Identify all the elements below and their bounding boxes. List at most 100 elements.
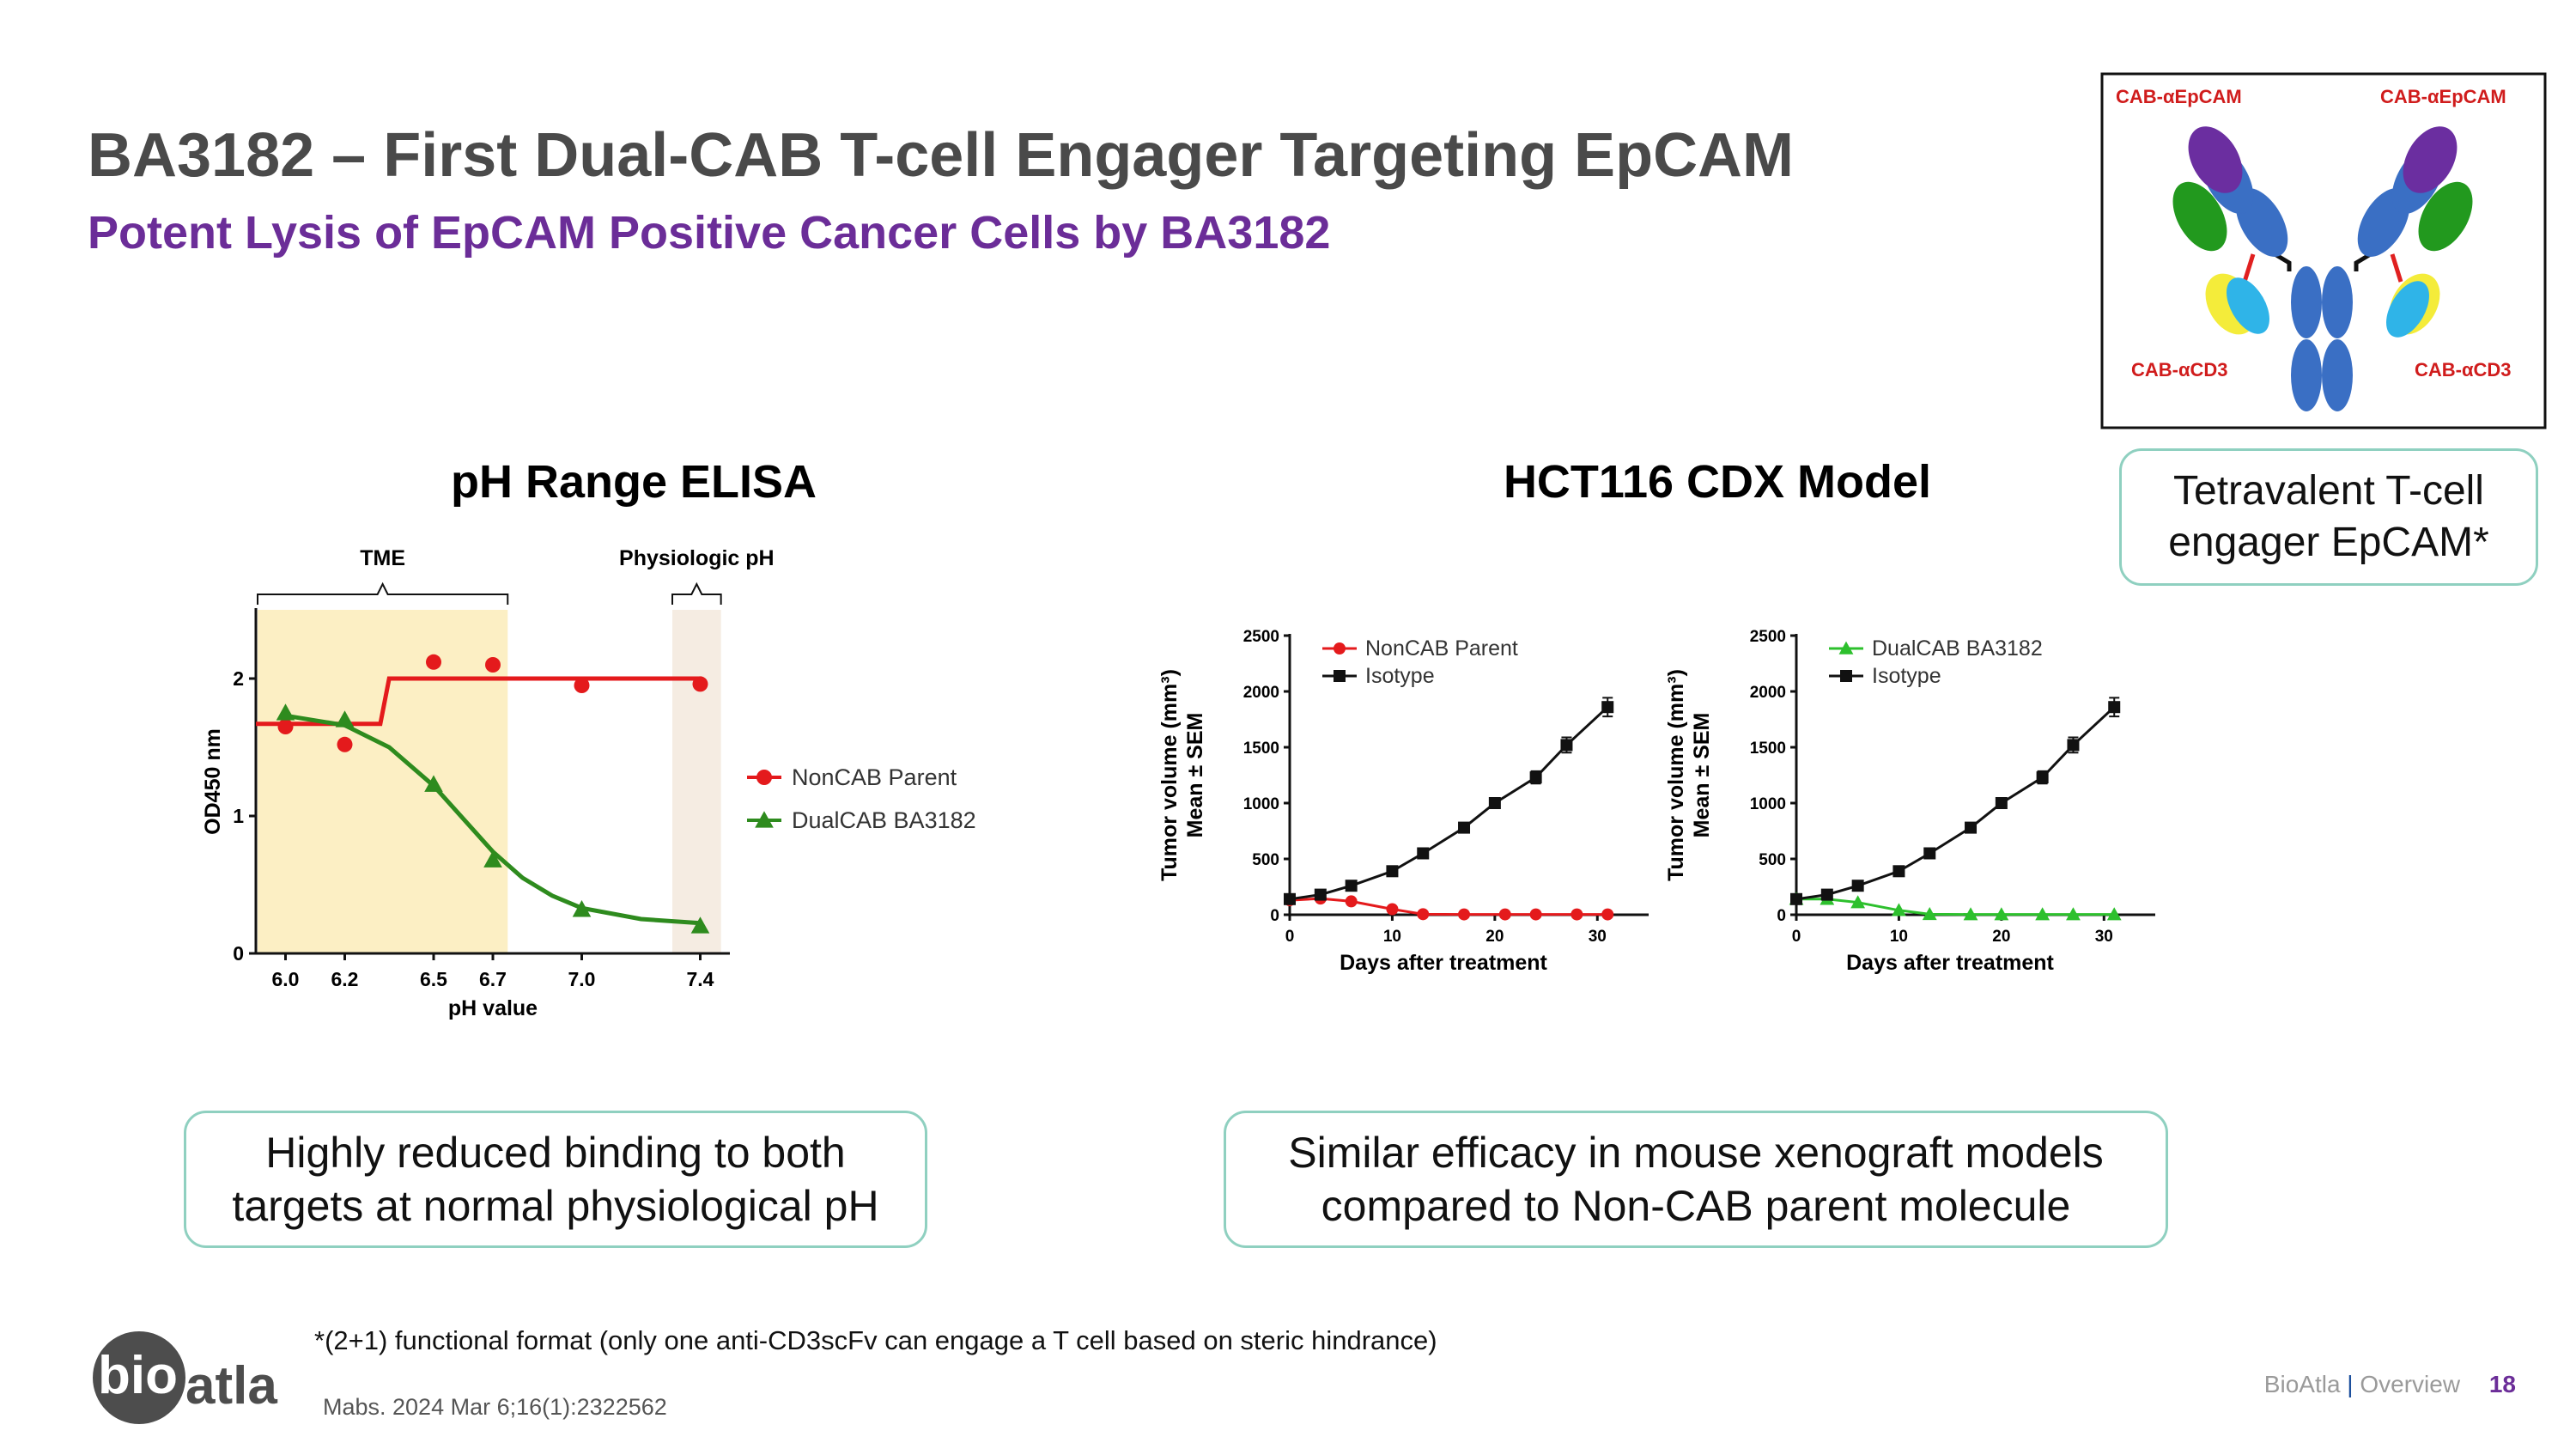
- y-tick-label: 0: [1270, 907, 1279, 925]
- data-point: [2066, 907, 2081, 921]
- y-tick-label: 1500: [1750, 740, 1786, 758]
- x-tick-label: 10: [1890, 928, 1908, 946]
- x-tick-label: 7.4: [687, 968, 714, 990]
- data-point: [426, 654, 441, 670]
- y-tick-label: 2500: [1750, 628, 1786, 646]
- cdx-title: HCT116 CDX Model: [1503, 456, 1932, 508]
- y-axis-title: OD450 nm: [201, 728, 225, 835]
- epcam-binder: [2188, 126, 2243, 193]
- footer-separator: |: [2347, 1371, 2354, 1397]
- label-epcam-left: CAB-αEpCAM: [2116, 86, 2242, 107]
- epcam-binder: [2172, 181, 2227, 252]
- data-point: [1922, 906, 1937, 921]
- legend-marker: [1838, 641, 1854, 654]
- x-axis-title: pH value: [448, 996, 538, 1020]
- legend-label: DualCAB BA3182: [1872, 636, 2043, 661]
- x-tick-label: 6.2: [331, 968, 359, 990]
- data-point: [1820, 888, 1833, 901]
- data-point: [1529, 908, 1542, 921]
- callout-elisa-line1: Highly reduced binding to both: [265, 1129, 846, 1177]
- series-line: [1795, 706, 2116, 901]
- epcam-binder: [2418, 181, 2473, 252]
- data-point: [485, 657, 501, 673]
- region-label: Physiologic pH: [619, 546, 775, 570]
- page-title: BA3182 – First Dual-CAB T-cell Engager T…: [88, 121, 1795, 190]
- callout-cdx-line1: Similar efficacy in mouse xenograft mode…: [1288, 1129, 2104, 1177]
- data-point: [2108, 701, 2121, 714]
- data-point: [1851, 880, 1864, 892]
- data-point: [337, 736, 353, 752]
- fc-domain: [2322, 266, 2353, 338]
- x-tick-label: 6.0: [272, 968, 300, 990]
- region-band: [672, 610, 721, 953]
- data-point: [692, 676, 708, 692]
- molecule-caption-text: Tetravalent T-cell engager EpCAM*: [2168, 468, 2489, 565]
- epcam-binder: [2403, 126, 2458, 193]
- data-point: [1386, 903, 1399, 916]
- fit-line: [256, 676, 701, 727]
- callout-elisa-line2: targets at normal physiological pH: [232, 1182, 879, 1230]
- data-point: [1601, 908, 1614, 921]
- y-tick-label: 2500: [1243, 628, 1279, 646]
- data-point: [1314, 888, 1327, 901]
- x-tick-label: 0: [1285, 928, 1295, 946]
- cd3-binder: [2386, 281, 2429, 338]
- y-axis-title-2: Mean ± SEM: [1690, 713, 1714, 838]
- legend-label: DualCAB BA3182: [792, 807, 976, 833]
- data-point: [277, 719, 294, 734]
- y-tick-label: 2: [233, 667, 244, 690]
- data-point: [1498, 908, 1511, 921]
- x-tick-label: 30: [2095, 928, 2113, 946]
- data-point: [690, 916, 710, 934]
- y-tick-label: 1000: [1243, 795, 1279, 813]
- y-tick-label: 0: [233, 942, 244, 965]
- data-point: [1529, 771, 1542, 784]
- y-axis-title-2: Mean ± SEM: [1183, 713, 1207, 838]
- data-point: [1571, 908, 1583, 921]
- data-point: [1284, 892, 1296, 905]
- molecule-diagram: CAB-αEpCAM CAB-αEpCAM CAB-αCD3 CAB-αCD3: [2100, 72, 2547, 429]
- legend-marker: [1840, 670, 1852, 682]
- y-tick-label: 500: [1252, 851, 1279, 869]
- data-point: [1601, 701, 1614, 714]
- data-point: [1345, 895, 1358, 908]
- data-point: [424, 775, 443, 792]
- x-tick-label: 10: [1383, 928, 1401, 946]
- fc-domain: [2322, 339, 2353, 411]
- region-brace: [671, 581, 722, 605]
- y-axis-title: Tumor volume (mm³): [1157, 669, 1182, 881]
- citation: Mabs. 2024 Mar 6;16(1):2322562: [323, 1394, 667, 1420]
- elisa-chart: TME Physiologic pH 0 1 2 6.0 6.2 6.5 6.7 7.0 7.4 pH…: [201, 546, 976, 1020]
- y-tick-label: 1000: [1750, 795, 1786, 813]
- x-tick-label: 6.7: [479, 968, 507, 990]
- cd3-binder: [2227, 277, 2269, 334]
- legend-marker: [1334, 670, 1346, 682]
- x-tick-label: 20: [1992, 928, 2010, 946]
- data-point: [1488, 797, 1501, 809]
- footer-brand: BioAtla: [2263, 1371, 2341, 1397]
- y-axis-title: Tumor volume (mm³): [1664, 669, 1688, 881]
- footnote: *(2+1) functional format (only one anti-…: [314, 1325, 1437, 1355]
- data-point: [335, 710, 355, 728]
- y-tick-label: 1500: [1243, 740, 1279, 758]
- data-point: [1345, 880, 1358, 892]
- data-point: [1923, 847, 1936, 860]
- callout-elisa: Highly reduced binding to both targets a…: [184, 1111, 927, 1248]
- data-point: [1417, 908, 1430, 921]
- data-point: [1386, 865, 1399, 878]
- legend-label: Isotype: [1365, 664, 1435, 688]
- logo-circle: [93, 1331, 185, 1424]
- series-line: [1289, 897, 1608, 916]
- data-point: [1560, 739, 1573, 752]
- label-epcam-right: CAB-αEpCAM: [2380, 86, 2506, 107]
- region-label: TME: [360, 546, 405, 570]
- callout-cdx: Similar efficacy in mouse xenograft mode…: [1224, 1111, 2168, 1248]
- data-point: [2035, 907, 2050, 921]
- x-tick-label: 6.5: [420, 968, 447, 990]
- legend-label: NonCAB Parent: [792, 764, 957, 790]
- data-point: [2106, 907, 2122, 921]
- region-band: [258, 610, 508, 953]
- x-tick-label: 0: [1792, 928, 1801, 946]
- y-tick-label: 0: [1777, 907, 1786, 925]
- cdx-chart-noncab: 0 500 1000 1500 2000 2500 0 10 20 30 Days after tr…: [1157, 628, 1649, 975]
